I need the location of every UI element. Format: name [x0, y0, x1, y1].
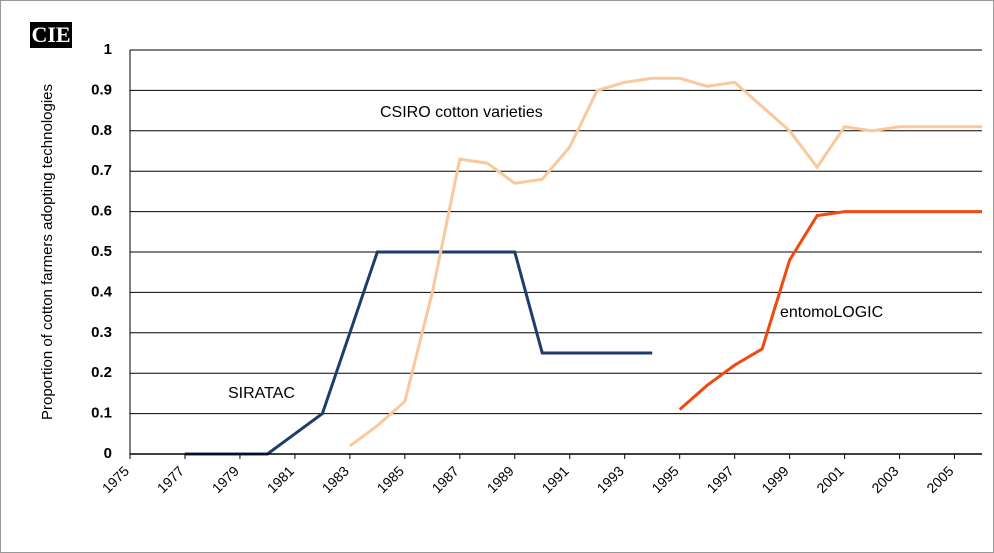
y-tick-label: 0.1 [91, 405, 112, 422]
y-axis-label: Proportion of cotton farmers adopting te… [39, 84, 56, 420]
series-line [348, 76, 982, 448]
y-tick-label: 0.4 [91, 283, 113, 300]
y-tick-label: 0.6 [91, 203, 112, 220]
series-line [678, 210, 982, 411]
y-tick-label: 0.7 [91, 162, 112, 179]
series-label: SIRATAC [228, 385, 295, 402]
logo-box [30, 22, 72, 48]
logo: CIE [31, 22, 70, 47]
y-tick-label: 0.2 [91, 364, 112, 381]
y-tick-label: 1 [104, 41, 112, 58]
series-label: CSIRO cotton varieties [380, 104, 543, 121]
y-tick-label: 0.5 [91, 243, 112, 260]
y-tick-label: 0.8 [91, 122, 112, 139]
y-tick-label: 0 [104, 445, 112, 462]
series-label: entomoLOGIC [780, 304, 883, 321]
y-tick-label: 0.9 [91, 81, 112, 98]
y-tick-label: 0.3 [91, 324, 112, 341]
